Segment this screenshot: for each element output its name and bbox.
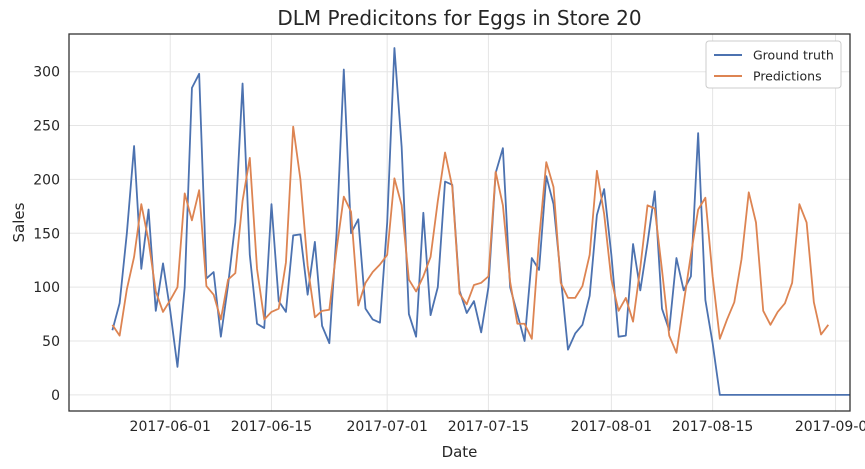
y-tick-label: 0 bbox=[51, 388, 60, 404]
y-tick-label: 100 bbox=[33, 280, 60, 296]
x-tick-label: 2017-08-15 bbox=[672, 419, 753, 435]
plot-area-frame bbox=[68, 33, 851, 412]
x-tick-label: 2017-07-15 bbox=[448, 419, 529, 435]
x-tick-label: 2017-08-01 bbox=[571, 419, 652, 435]
y-tick-label: 200 bbox=[33, 172, 60, 188]
tick-labels: 2017-06-01 2017-06-15 2017-07-01 2017-07-15… bbox=[33, 65, 865, 435]
legend-label-ground-truth: Ground truth bbox=[753, 48, 834, 63]
series-line-predictions bbox=[111, 125, 830, 354]
y-tick-label: 150 bbox=[33, 226, 60, 242]
y-tick-label: 50 bbox=[42, 334, 60, 350]
chart-title: DLM Predicitons for Eggs in Store 20 bbox=[277, 6, 641, 30]
x-tick-label: 2017-07-01 bbox=[346, 419, 427, 435]
x-tick-label: 2017-09-01 bbox=[795, 419, 865, 435]
y-axis-label: Sales bbox=[10, 202, 28, 242]
legend: Ground truth Predictions bbox=[705, 40, 842, 89]
series-line-ground-truth bbox=[111, 47, 850, 396]
series-lines bbox=[111, 47, 850, 396]
x-axis-label: Date bbox=[442, 443, 478, 461]
x-tick-label: 2017-06-15 bbox=[231, 419, 312, 435]
legend-label-predictions: Predictions bbox=[753, 69, 822, 84]
y-tick-label: 250 bbox=[33, 119, 60, 135]
x-tick-label: 2017-06-01 bbox=[130, 419, 211, 435]
y-tick-label: 300 bbox=[33, 65, 60, 81]
